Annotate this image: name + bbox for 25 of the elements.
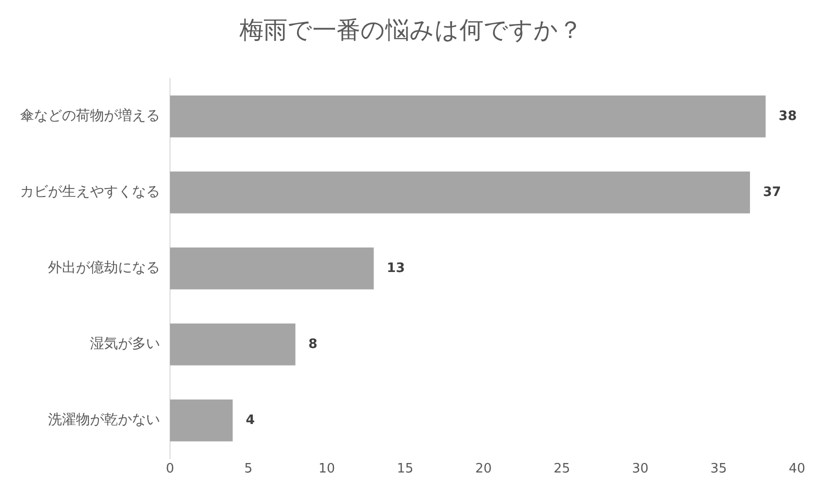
bar <box>170 247 374 290</box>
x-tick-label: 5 <box>244 462 253 477</box>
bar <box>170 323 296 366</box>
data-label: 37 <box>762 184 782 200</box>
y-tick-label: 外出が億劫になる <box>48 260 160 276</box>
y-tick-label: カビが生えやすくなる <box>20 184 160 200</box>
bar <box>170 171 750 214</box>
x-tick-label: 30 <box>632 462 649 477</box>
x-tick-label: 20 <box>475 462 492 477</box>
x-tick-label: 40 <box>788 462 806 477</box>
x-tick-label: 0 <box>166 462 174 477</box>
data-label: 4 <box>246 412 255 428</box>
x-tick-label: 35 <box>710 462 727 477</box>
bar <box>170 95 766 138</box>
y-tick-label: 傘などの荷物が増える <box>20 107 160 124</box>
data-label: 8 <box>308 336 318 352</box>
data-label: 13 <box>386 260 405 276</box>
bar <box>170 399 233 442</box>
y-tick-label: 洗濯物が乾かない <box>48 412 160 428</box>
chart-title: 梅雨で一番の悩みは何ですか？ <box>238 15 584 46</box>
x-tick-label: 10 <box>318 462 336 477</box>
x-tick-label: 25 <box>554 462 570 477</box>
x-tick-label: 15 <box>396 462 414 477</box>
data-label: 38 <box>778 108 797 124</box>
y-tick-label: 湿気が多い <box>90 336 160 352</box>
